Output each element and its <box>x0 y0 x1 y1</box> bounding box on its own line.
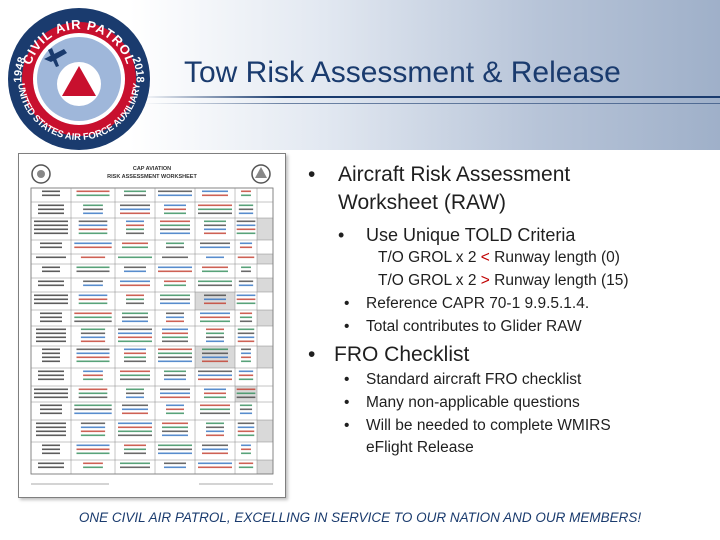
bullet-reference: Reference CAPR 70-1 9.9.5.1.4. <box>366 292 589 315</box>
raw-form-thumbnail: CAP AVIATION RISK ASSESSMENT WORKSHEET <box>18 153 286 498</box>
bullet-fro-wmirs-line2: eFlight Release <box>366 436 474 459</box>
bullet-fro-standard: Standard aircraft FRO checklist <box>366 368 581 391</box>
slide-footer: ONE CIVIL AIR PATROL, EXCELLING IN SERVI… <box>0 510 720 525</box>
bullet-dot: • <box>344 368 349 391</box>
cap-seal-logo: CIVIL AIR PATROL 1948 2018 UNITED STATES… <box>4 4 154 154</box>
bullet-fro-wmirs-line1: Will be needed to complete WMIRS <box>366 414 611 437</box>
bullet-dot: • <box>344 414 349 437</box>
bullet-dot: • <box>344 391 349 414</box>
bullet-dot: • <box>308 162 315 188</box>
told-condition-greater: T/O GROL x 2 > Runway length (15) <box>378 269 629 292</box>
bullet-told-criteria: Use Unique TOLD Criteria <box>366 224 575 246</box>
bullet-raw-line1: Aircraft Risk Assessment <box>338 162 570 188</box>
bullet-fro: FRO Checklist <box>334 342 469 368</box>
bullet-dot: • <box>308 342 315 368</box>
bullet-dot: • <box>344 315 349 338</box>
told-condition-less: T/O GROL x 2 < Runway length (0) <box>378 246 620 269</box>
bullet-raw-line2: Worksheet (RAW) <box>338 190 506 216</box>
bullet-fro-nonapplicable: Many non-applicable questions <box>366 391 580 414</box>
form-heading-2: RISK ASSESSMENT WORKSHEET <box>107 174 197 180</box>
header-rule-thin <box>140 103 720 104</box>
bullet-dot: • <box>344 292 349 315</box>
header-rule <box>140 96 720 98</box>
bullet-dot: • <box>338 224 344 246</box>
bullet-total: Total contributes to Glider RAW <box>366 315 582 338</box>
form-heading-1: CAP AVIATION <box>133 166 171 172</box>
raw-form-graphic: CAP AVIATION RISK ASSESSMENT WORKSHEET <box>19 154 285 497</box>
slide-title: Tow Risk Assessment & Release <box>184 56 621 90</box>
form-table <box>31 188 273 474</box>
